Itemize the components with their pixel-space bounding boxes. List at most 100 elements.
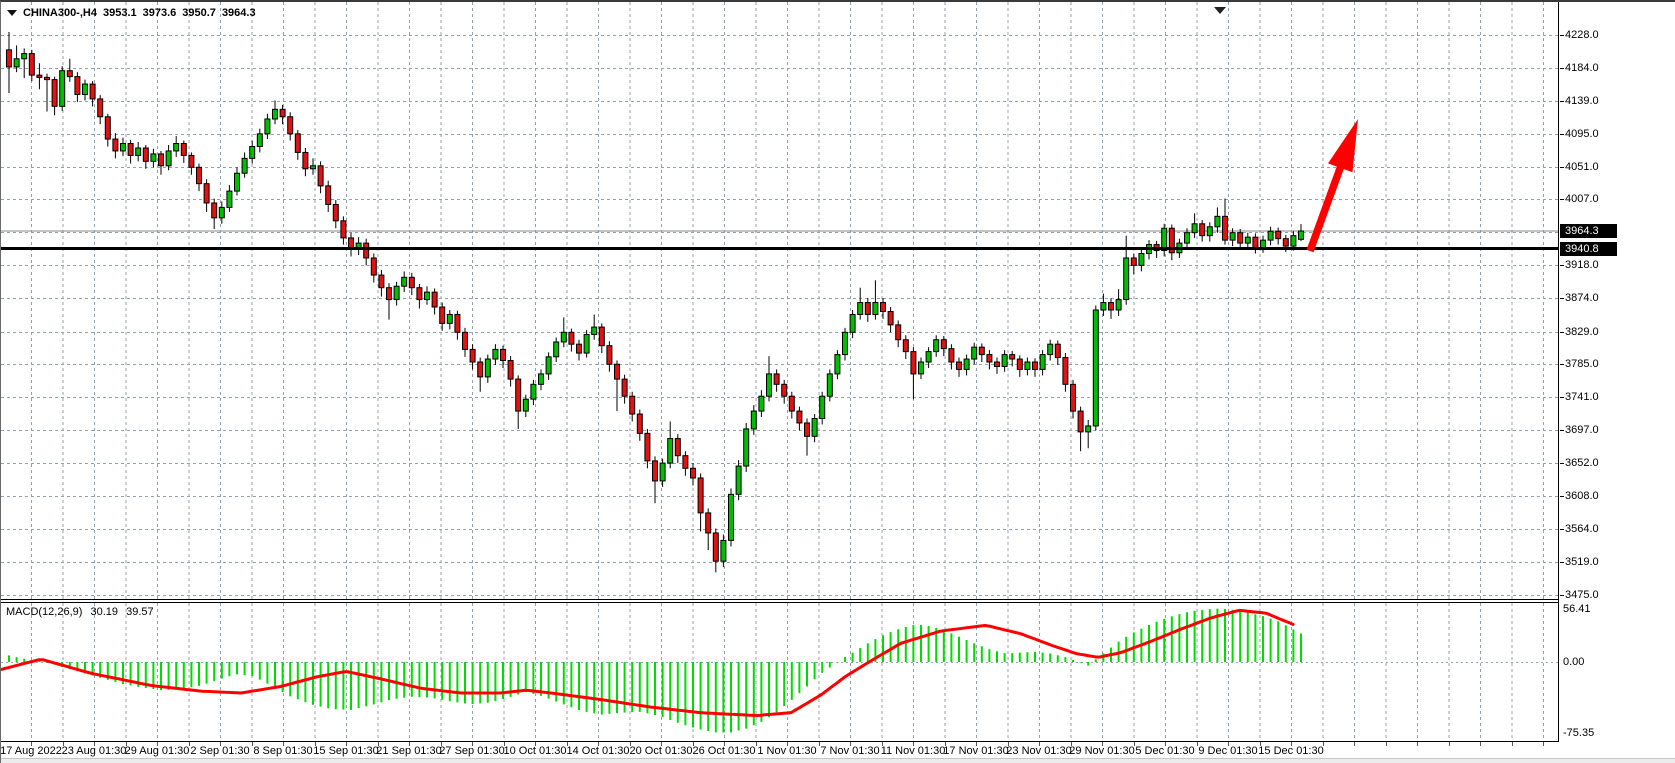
candle-body <box>1032 361 1038 370</box>
candle-body <box>264 118 271 135</box>
candle-body <box>1260 239 1266 249</box>
main-gridlines <box>1 2 1558 600</box>
candle-body <box>446 313 453 324</box>
candle-body <box>1054 343 1061 359</box>
candle-body <box>1070 383 1076 412</box>
trend-arrow-head[interactable] <box>1328 119 1358 173</box>
time-tick <box>1543 742 1544 746</box>
time-tick <box>314 742 316 746</box>
candle-body <box>674 438 681 457</box>
time-tick <box>62 742 64 746</box>
candle-body <box>112 138 119 152</box>
candle-body <box>872 302 879 315</box>
time-tick <box>724 742 725 746</box>
low-value: 3950.7 <box>182 7 216 19</box>
candle-body <box>104 116 111 140</box>
candle-body <box>279 108 286 118</box>
candle-body <box>1282 238 1289 247</box>
time-tick <box>125 742 127 746</box>
candle-body <box>135 147 142 156</box>
time-tick <box>220 742 221 746</box>
price-tick-label: 3741.0 <box>1560 391 1599 403</box>
candle-body <box>720 539 727 562</box>
time-axis-label: 15 Sep 01:30 <box>313 745 379 757</box>
candle-body <box>553 341 560 358</box>
candle-body <box>925 351 932 363</box>
candle-body <box>1115 299 1122 311</box>
time-tick <box>850 742 851 746</box>
time-tick <box>787 742 788 746</box>
candle-body <box>788 395 795 412</box>
trend-arrow-shaft[interactable] <box>1306 160 1346 253</box>
candle-body <box>1001 354 1008 367</box>
candle-body <box>310 165 316 170</box>
macd-gridlines <box>31 603 1544 741</box>
time-axis-label: 10 Oct 01:30 <box>503 745 567 757</box>
candle-body <box>1039 354 1046 370</box>
candle-body <box>6 49 12 68</box>
candle-body <box>766 373 772 397</box>
panel-separator-top[interactable] <box>1 599 1558 600</box>
time-tick <box>566 742 568 746</box>
chart-title: CHINA300-,H4 3953.1 3973.6 3950.7 3964.3 <box>7 6 262 20</box>
candle-body <box>545 356 552 375</box>
time-axis-label: 20 Oct 01:30 <box>629 745 693 757</box>
candle-body <box>218 206 225 219</box>
time-tick <box>157 742 158 746</box>
time-tick <box>472 742 473 746</box>
candle-body <box>690 467 696 479</box>
candle-body <box>272 108 278 120</box>
candle-body <box>864 302 871 315</box>
candle-body <box>89 83 96 100</box>
candle-body <box>36 74 43 78</box>
time-axis-label: 17 Nov 01:30 <box>943 745 1009 757</box>
time-axis-label: 7 Nov 01:30 <box>820 745 880 757</box>
time-axis[interactable]: 17 Aug 2022 23 Aug 01:30 29 Aug 01:30 2 Sep… <box>1 742 1675 758</box>
candle-body <box>682 455 689 469</box>
time-tick <box>1259 742 1261 746</box>
candle-body <box>811 418 818 437</box>
candle-body <box>28 53 35 76</box>
candle-body <box>834 354 841 375</box>
time-axis-label: 27 Sep 01:30 <box>439 745 505 757</box>
candle-body <box>302 151 309 170</box>
price-tick-label: 4139.0 <box>1560 95 1599 108</box>
candle-body <box>522 398 529 412</box>
candle-body <box>621 378 628 397</box>
symbol-timeframe-label: CHINA300-,H4 <box>23 7 97 19</box>
candle-body <box>196 166 202 185</box>
time-tick <box>1228 742 1229 746</box>
candle-body <box>393 285 400 301</box>
time-axis-label: 5 Dec 01:30 <box>1135 745 1195 757</box>
symbol-dropdown-icon[interactable] <box>7 10 17 16</box>
candle-body <box>424 291 430 301</box>
candle-body <box>948 348 955 363</box>
candle-body <box>454 313 461 333</box>
candle-body <box>842 331 848 356</box>
time-tick <box>976 742 977 746</box>
time-axis-label: 8 Sep 01:30 <box>253 745 313 757</box>
candle-body <box>332 203 339 222</box>
time-axis-label: 9 Dec 01:30 <box>1198 745 1258 757</box>
candle-body <box>1222 215 1228 241</box>
candle-body <box>697 477 704 514</box>
candle-body <box>1016 358 1023 370</box>
candle-body <box>1214 215 1221 228</box>
macd-indicator-panel[interactable] <box>1 603 1558 741</box>
candle-body <box>1085 425 1092 433</box>
time-tick <box>913 742 914 746</box>
candle-body <box>97 98 104 118</box>
candle-body <box>1138 253 1145 266</box>
price-tick-label: 3652.0 <box>1560 457 1599 470</box>
price-tick-label: 3564.0 <box>1560 522 1599 535</box>
macd-axis-label: 56.41 <box>1563 603 1591 615</box>
macd-axis-label: -75.35 <box>1563 726 1595 739</box>
candle-body <box>241 157 248 174</box>
candlestick-chart[interactable] <box>1 2 1558 600</box>
time-tick <box>1291 742 1292 746</box>
chart-shift-marker-icon[interactable] <box>1214 7 1226 14</box>
candle-body <box>515 378 522 412</box>
candle-body <box>386 287 392 301</box>
price-axis[interactable]: 4228.0 4184.0 4139.0 4095.0 4051.0 4007.0 3918… <box>1559 2 1675 742</box>
time-tick <box>1385 742 1387 746</box>
